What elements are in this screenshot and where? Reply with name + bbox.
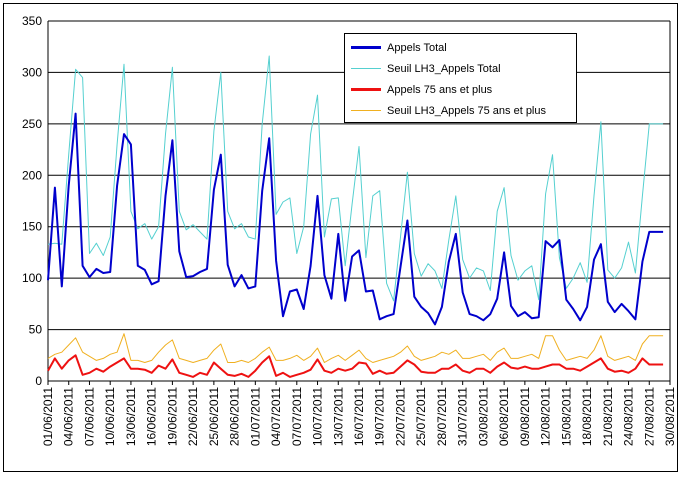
x-tick-label: 31/07/2011 — [456, 387, 470, 446]
y-tick-label: 100 — [22, 271, 42, 285]
line-chart: 0 50 100 150 200 250 300 350 01/06/2011 04/06/201… — [22, 14, 677, 446]
legend-swatch — [351, 88, 381, 91]
x-tick-label: 03/08/2011 — [476, 387, 490, 446]
series-line-3 — [47, 354, 664, 378]
x-tick-label: 30/08/2011 — [663, 387, 677, 446]
x-tick-label: 16/07/2011 — [352, 387, 366, 446]
x-tick-label: 10/07/2011 — [311, 387, 325, 446]
legend-swatch — [351, 46, 381, 49]
legend-label: Appels 75 ans et plus — [387, 83, 493, 96]
x-tick-label: 24/08/2011 — [622, 387, 636, 446]
x-tick-label: 19/07/2011 — [373, 387, 387, 446]
legend-entry: Seuil LH3_Appels Total — [345, 58, 576, 79]
x-tick-label: 06/08/2011 — [497, 387, 511, 446]
legend-entry: Appels Total — [345, 37, 576, 58]
x-tick-label: 13/06/2011 — [124, 387, 138, 446]
legend-entry: Seuil LH3_Appels 75 ans et plus — [345, 100, 576, 121]
y-tick-label: 350 — [22, 14, 42, 28]
x-tick-label: 01/07/2011 — [248, 387, 262, 446]
x-tick-label: 16/06/2011 — [145, 387, 159, 446]
legend-swatch — [351, 68, 381, 69]
legend-label: Appels Total — [387, 41, 447, 54]
legend-entry: Appels 75 ans et plus — [345, 79, 576, 100]
x-tick-label: 22/07/2011 — [393, 387, 407, 446]
y-tick-label: 150 — [22, 220, 42, 234]
x-tick-label: 04/07/2011 — [269, 387, 283, 446]
x-tick-label: 22/06/2011 — [186, 387, 200, 446]
chart-frame: 0 50 100 150 200 250 300 350 01/06/2011 04/06/201… — [3, 3, 678, 472]
series-line-2 — [47, 55, 664, 302]
x-tick-label: 28/07/2011 — [435, 387, 449, 446]
x-tick-label: 10/06/2011 — [103, 387, 117, 446]
series-line-4 — [47, 333, 664, 363]
legend-swatch — [351, 110, 381, 111]
legend: Appels Total Seuil LH3_Appels Total Appels… — [344, 33, 577, 123]
y-tick-label: 300 — [22, 65, 42, 79]
x-tick-label: 27/08/2011 — [642, 387, 656, 446]
x-tick-label: 07/06/2011 — [82, 387, 96, 446]
legend-label: Seuil LH3_Appels Total — [387, 62, 501, 75]
x-tick-label: 19/06/2011 — [165, 387, 179, 446]
y-tick-label: 0 — [35, 374, 42, 388]
x-tick-label: 07/07/2011 — [290, 387, 304, 446]
x-tick-label: 15/08/2011 — [559, 387, 573, 446]
legend-label: Seuil LH3_Appels 75 ans et plus — [387, 104, 546, 117]
y-tick-label: 200 — [22, 168, 42, 182]
x-tick-label: 25/06/2011 — [207, 387, 221, 446]
y-tick-label: 50 — [29, 323, 43, 337]
y-tick-label: 250 — [22, 117, 42, 131]
x-tick-label: 21/08/2011 — [601, 387, 615, 446]
x-tick-label: 25/07/2011 — [414, 387, 428, 446]
x-tick-label: 18/08/2011 — [580, 387, 594, 446]
x-tick-label: 12/08/2011 — [539, 387, 553, 446]
x-tick-label: 09/08/2011 — [518, 387, 532, 446]
x-tick-label: 13/07/2011 — [331, 387, 345, 446]
x-tick-label: 28/06/2011 — [228, 387, 242, 446]
series-line-1 — [47, 112, 664, 326]
x-tick-label: 04/06/2011 — [62, 387, 76, 446]
x-tick-label: 01/06/2011 — [41, 387, 55, 446]
